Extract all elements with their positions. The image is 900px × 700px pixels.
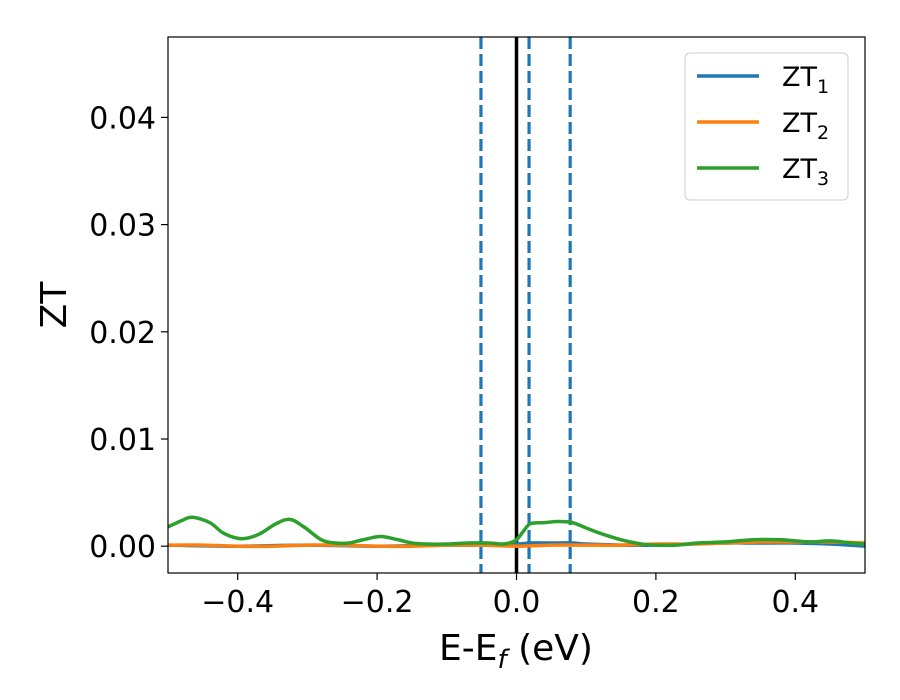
y-tick-label: 0.03 (89, 209, 156, 244)
x-tick-label: 0.4 (771, 585, 819, 620)
legend-label-zt2: ZT2 (782, 108, 829, 144)
series-line-zt3 (168, 515, 865, 548)
legend-box (684, 52, 849, 201)
axes: −0.4 −0.2 0.0 0.2 0.4 0.00 0.01 0.02 0.03 0.04 (89, 101, 819, 620)
legend-label-zt1: ZT1 (782, 62, 829, 98)
x-tick-label: 0.2 (632, 585, 680, 620)
y-tick-label: 0.02 (89, 316, 156, 351)
plot-area (168, 37, 865, 573)
x-axis-label: E-Ef (eV) (439, 628, 593, 675)
y-axis-label: ZT (34, 281, 75, 329)
series-line-zt2 (168, 540, 865, 549)
y-tick-label: 0.04 (89, 101, 156, 136)
y-tick-label: 0.01 (89, 423, 156, 458)
legend-label-zt3: ZT3 (782, 154, 829, 190)
y-tick-label: 0.00 (89, 530, 156, 565)
x-tick-label: −0.2 (341, 585, 414, 620)
legend: ZT1 ZT2 ZT3 (684, 52, 849, 201)
x-tick-label: −0.4 (201, 585, 274, 620)
x-tick-label: 0.0 (493, 585, 541, 620)
